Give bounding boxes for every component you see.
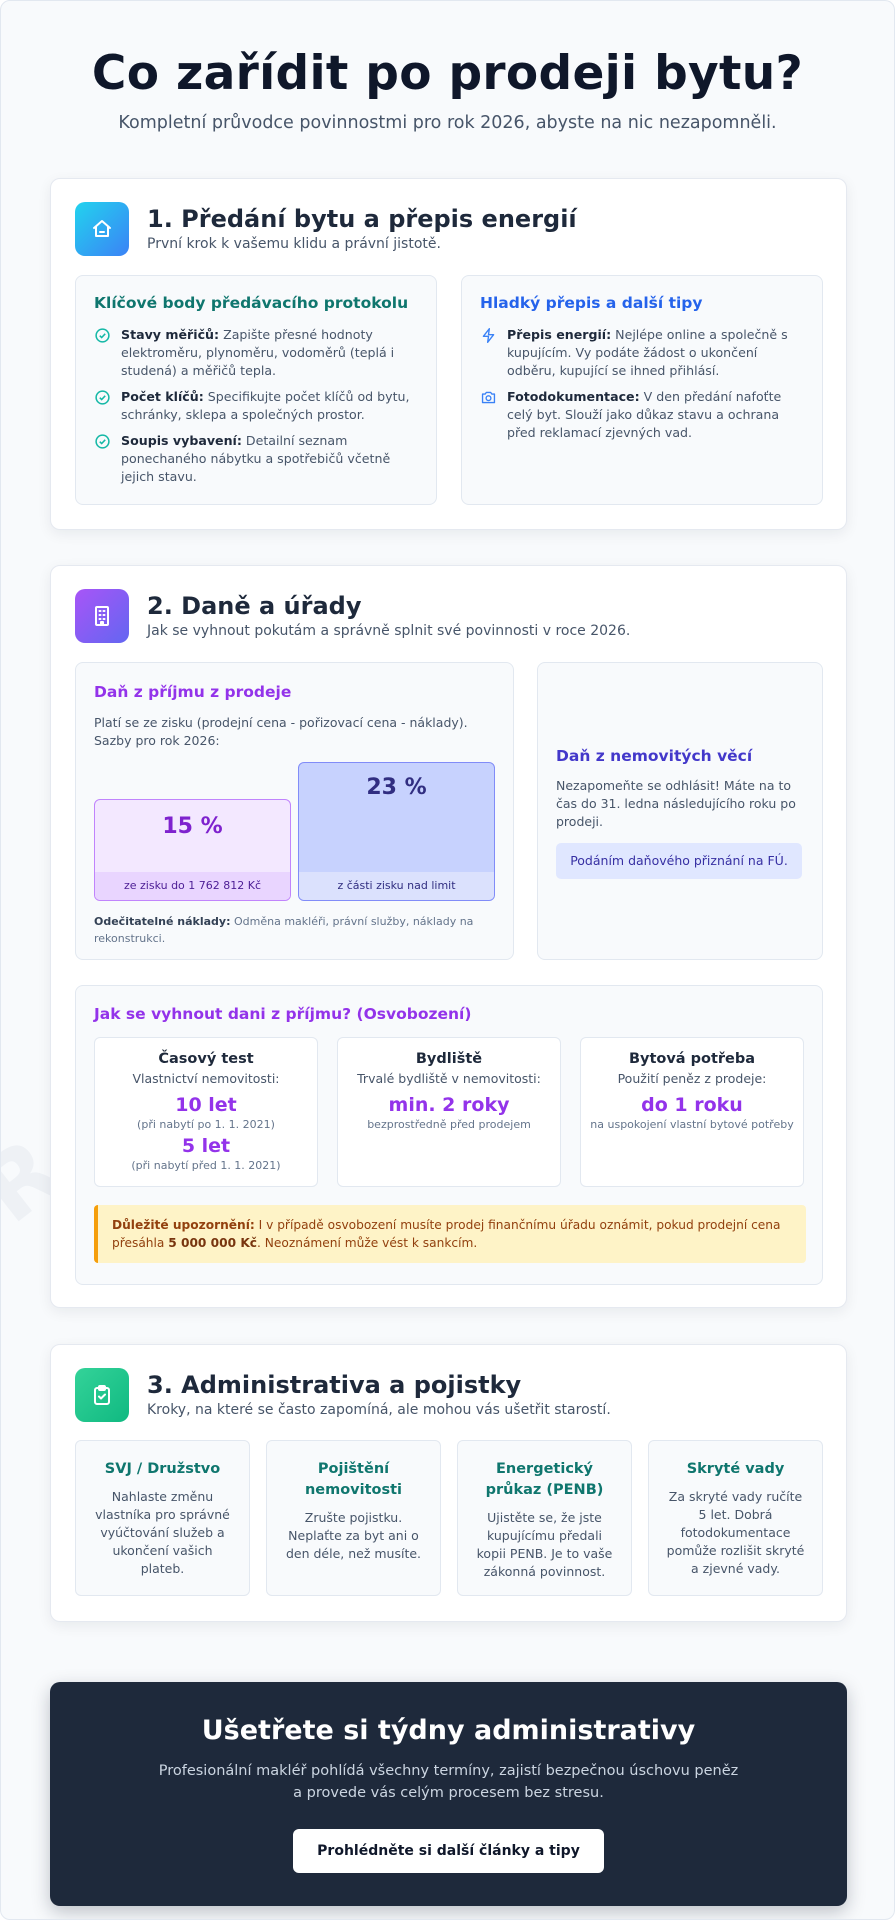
- card-desc: Nahlaste změnu vlastníka pro správné vyú…: [95, 1489, 230, 1576]
- page-header: Co zařídit po prodeji bytu? Kompletní pr…: [1, 1, 894, 133]
- item-label: Soupis vybavení:: [121, 433, 242, 448]
- card-title: SVJ / Družstvo: [104, 1461, 221, 1477]
- item-label: Přepis energií:: [507, 327, 612, 342]
- item-text: Nejlépe online a společně s kupujícím. V…: [507, 327, 788, 378]
- item-text: Specifikujte počet klíčů od bytu, schrán…: [121, 389, 410, 422]
- home-icon: [75, 202, 129, 256]
- camera-icon: [481, 391, 496, 404]
- exemption-title: Jak se vyhnout dani z příjmu? (Osvobozen…: [94, 1005, 472, 1023]
- deductible-text: Odměna makléři, právní služby, náklady n…: [94, 915, 474, 945]
- item-text: V den předání nafoťte celý byt. Slouží j…: [507, 389, 782, 440]
- list-item: Stavy měřičů: Zapište přesné hodnoty ele…: [94, 326, 418, 380]
- item-text: Zapište přesné hodnoty elektroměru, plyn…: [121, 327, 395, 378]
- card-title: Časový test: [158, 1051, 254, 1067]
- card-desc: Za skryté vady ručíte 5 let. Dobrá fotod…: [666, 1489, 805, 1576]
- income-tax-title: Daň z příjmu z prodeje: [94, 683, 292, 701]
- warning-callout: Důležité upozornění: I v případě osvoboz…: [94, 1205, 806, 1263]
- tips-box-title: Hladký přepis a další tipy: [480, 294, 703, 312]
- card-title: Skryté vady: [686, 1461, 785, 1477]
- protocol-box-title: Klíčové body předávacího protokolu: [94, 294, 409, 312]
- section-title: 2. Daně a úřady: [147, 592, 362, 620]
- clipboard-check-icon: [75, 1368, 129, 1422]
- section-admin: 3. Administrativa a pojistky Kroky, na k…: [50, 1344, 847, 1622]
- warning-text: I v případě osvobození musíte prodej fin…: [112, 1218, 781, 1250]
- section-subtitle: Kroky, na které se často zapomíná, ale m…: [147, 1402, 611, 1418]
- page-subtitle: Kompletní průvodce povinnostmi pro rok 2…: [118, 113, 777, 133]
- tips-box: Hladký přepis a další tipy Přepis energi…: [461, 275, 823, 505]
- section-subtitle: První krok k vašemu klidu a právní jisto…: [147, 236, 441, 252]
- card-title: Bytová potřeba: [628, 1051, 756, 1067]
- section-handover: 1. Předání bytu a přepis energií První k…: [50, 178, 847, 530]
- rate-value: 23 %: [366, 775, 427, 800]
- exemption-card-housing-need: Bytová potřeba Použití peněz z prodeje: …: [580, 1037, 804, 1187]
- warning-text-end: . Neoznámení může vést k sankcím.: [257, 1236, 478, 1250]
- card-title: Energetický průkaz (PENB): [485, 1461, 604, 1498]
- section-subtitle: Jak se vyhnout pokutám a správně splnit …: [147, 623, 631, 639]
- card-desc: Ujistěte se, že jste kupujícímu předali …: [476, 1510, 613, 1579]
- card-note: (při nabytí před 1. 1. 2021): [131, 1159, 281, 1172]
- admin-card-svj: SVJ / Družstvo Nahlaste změnu vlastníka …: [75, 1440, 250, 1596]
- section-title: 3. Administrativa a pojistky: [147, 1371, 522, 1399]
- admin-card-insurance: Pojištění nemovitosti Zrušte pojistku. N…: [266, 1440, 441, 1596]
- section-title: 1. Předání bytu a přepis energií: [147, 205, 577, 233]
- property-tax-box: Daň z nemovitých věcí Nezapomeňte se odh…: [537, 662, 823, 960]
- check-circle-icon: [95, 434, 110, 449]
- rate-card-23: 23 % z části zisku nad limit: [298, 762, 495, 901]
- admin-card-penb: Energetický průkaz (PENB) Ujistěte se, ž…: [457, 1440, 632, 1596]
- income-tax-box: Daň z příjmu z prodeje Platí se ze zisku…: [75, 662, 514, 960]
- admin-card-hidden-defects: Skryté vady Za skryté vady ručíte 5 let.…: [648, 1440, 823, 1596]
- rate-card-15: 15 % ze zisku do 1 762 812 Kč: [94, 799, 291, 901]
- card-desc: Zrušte pojistku. Neplaťte za byt ani o d…: [285, 1510, 422, 1561]
- card-value: 5 let: [181, 1135, 231, 1157]
- exemption-card-time-test: Časový test Vlastnictví nemovitosti: 10 …: [94, 1037, 318, 1187]
- property-tax-desc: Nezapomeňte se odhlásit! Máte na to čas …: [556, 778, 796, 829]
- item-label: Počet klíčů:: [121, 389, 204, 404]
- rate-label: ze zisku do 1 762 812 Kč: [95, 872, 290, 900]
- check-circle-icon: [95, 390, 110, 405]
- rate-value: 15 %: [162, 814, 223, 839]
- deductible-label: Odečitatelné náklady:: [94, 915, 231, 928]
- item-text: Detailní seznam ponechaného nábytku a sp…: [121, 433, 391, 484]
- list-item: Přepis energií: Nejlépe online a společn…: [480, 326, 804, 380]
- rate-label: z části zisku nad limit: [299, 872, 494, 900]
- cta-desc: Profesionální makléř pohlídá všechny ter…: [158, 1763, 739, 1801]
- property-tax-title: Daň z nemovitých věcí: [556, 747, 753, 765]
- lightning-icon: [482, 328, 495, 343]
- deductible-note: Odečitatelné náklady: Odměna makléři, pr…: [94, 913, 494, 947]
- card-sub: Použití peněz z prodeje:: [617, 1071, 767, 1086]
- check-circle-icon: [95, 328, 110, 343]
- warning-label: Důležité upozornění:: [112, 1218, 255, 1232]
- card-title: Bydliště: [415, 1051, 483, 1067]
- warning-amount: 5 000 000 Kč: [168, 1236, 258, 1250]
- card-sub: Vlastnictví nemovitosti:: [132, 1071, 280, 1086]
- cta-banner: Ušetřete si týdny administrativy Profesi…: [50, 1682, 847, 1906]
- card-note: na uspokojení vlastní bytové potřeby: [590, 1118, 794, 1131]
- card-value: min. 2 roky: [388, 1094, 510, 1116]
- item-label: Fotodokumentace:: [507, 389, 640, 404]
- tax-return-badge: Podáním daňového přiznání na FÚ.: [556, 843, 802, 879]
- protocol-box: Klíčové body předávacího protokolu Stavy…: [75, 275, 437, 505]
- section-taxes: 2. Daně a úřady Jak se vyhnout pokutám a…: [50, 565, 847, 1308]
- card-note: bezprostředně před prodejem: [367, 1118, 531, 1131]
- list-item: Fotodokumentace: V den předání nafoťte c…: [480, 388, 804, 442]
- building-icon: [75, 589, 129, 643]
- list-item: Počet klíčů: Specifikujte počet klíčů od…: [94, 388, 418, 424]
- card-title: Pojištění nemovitosti: [304, 1461, 403, 1498]
- cta-title: Ušetřete si týdny administrativy: [201, 1715, 696, 1746]
- card-sub: Trvalé bydliště v nemovitosti:: [357, 1071, 541, 1086]
- page-title: Co zařídit po prodeji bytu?: [91, 46, 804, 101]
- exemption-card-residence: Bydliště Trvalé bydliště v nemovitosti: …: [337, 1037, 561, 1187]
- card-note: (při nabytí po 1. 1. 2021): [137, 1118, 275, 1131]
- exemption-box: Jak se vyhnout dani z příjmu? (Osvobozen…: [75, 985, 823, 1285]
- card-value: 10 let: [175, 1094, 237, 1116]
- more-articles-button[interactable]: Prohlédněte si další články a tipy: [293, 1829, 604, 1873]
- list-item: Soupis vybavení: Detailní seznam ponecha…: [94, 432, 418, 486]
- item-label: Stavy měřičů:: [121, 327, 220, 342]
- income-tax-desc: Platí se ze zisku (prodejní cena - pořiz…: [94, 715, 468, 748]
- card-value: do 1 roku: [641, 1094, 743, 1116]
